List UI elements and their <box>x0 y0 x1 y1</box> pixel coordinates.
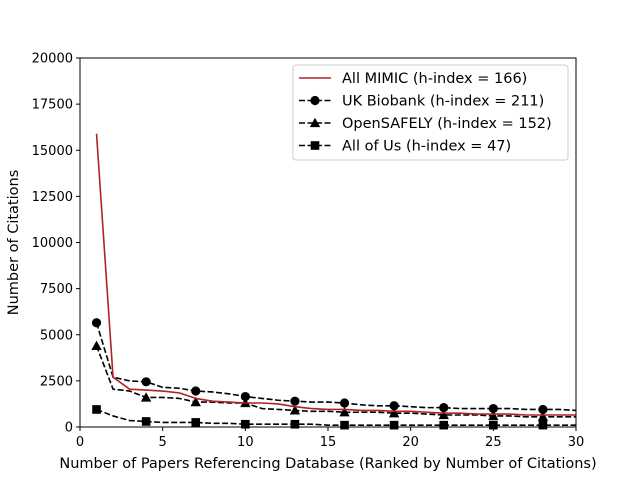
x-tick-label: 20 <box>402 435 419 450</box>
legend-marker-4 <box>310 141 320 150</box>
y-tick-label: 2500 <box>40 374 73 389</box>
series-3-point <box>438 409 449 420</box>
legend-label-3: OpenSAFELY (h-index = 152) <box>342 116 552 132</box>
y-axis-label: Number of Citations <box>6 170 22 316</box>
series-2-point <box>439 403 449 413</box>
series-3-point <box>339 407 350 417</box>
x-axis-label: Number of Papers Referencing Database (R… <box>59 456 596 472</box>
series-2-point <box>389 401 399 411</box>
axes-layer: 0 5 10 15 20 25 30 0 2500 5000 7500 10000 12500 15000… <box>32 52 585 451</box>
legend: All MIMIC (h-index = 166) UK Biobank (h-i… <box>292 64 569 161</box>
series-2-point <box>141 377 151 387</box>
legend-label-2: UK Biobank (h-index = 211) <box>342 94 544 110</box>
legend-marker-3 <box>309 117 321 128</box>
x-tick-label: 25 <box>485 435 502 450</box>
x-tick-label: 15 <box>320 435 337 450</box>
series-4-point <box>538 420 548 430</box>
series-4-point <box>340 420 349 430</box>
series-3-point <box>91 340 102 350</box>
series-4-point <box>141 417 151 426</box>
y-tick-label: 17500 <box>32 98 73 113</box>
series-2-point <box>339 398 350 408</box>
series-2-point <box>191 386 201 396</box>
legend-label-1: All MIMIC (h-index = 166) <box>342 71 527 87</box>
y-tick-label: 15000 <box>32 144 73 159</box>
series-line-1 <box>95 133 576 416</box>
series-4-point <box>389 420 399 430</box>
series-4-point <box>92 405 101 414</box>
series-3-point <box>140 392 152 402</box>
y-tick-label: 10000 <box>32 236 73 251</box>
series-line-3 <box>95 345 576 418</box>
series-4-point <box>191 418 201 427</box>
legend-box <box>292 64 569 161</box>
series-3-point <box>488 410 499 421</box>
series-2-point <box>488 403 498 414</box>
series-3-point <box>190 396 201 407</box>
y-tick-label: 12500 <box>32 190 73 205</box>
series-2-point <box>538 404 548 415</box>
series-4-point <box>439 420 449 430</box>
y-tick-label: 0 <box>65 421 73 436</box>
series-2-point <box>240 391 250 402</box>
y-tick-label: 5000 <box>40 328 73 343</box>
series-4-point <box>241 419 250 429</box>
series-3-point <box>388 407 400 418</box>
series-2-point <box>290 396 300 406</box>
series-3-point <box>289 405 301 415</box>
x-tick-label: 5 <box>159 435 167 450</box>
series-4-point <box>489 420 498 430</box>
legend-marker-2 <box>310 95 320 106</box>
y-tick-label: 20000 <box>32 52 73 67</box>
series-4-point <box>290 419 300 429</box>
x-tick-label: 30 <box>568 435 585 450</box>
series-2-point <box>91 318 102 328</box>
x-tick-label: 10 <box>237 435 254 450</box>
series-layer <box>91 133 577 430</box>
x-tick-label: 0 <box>76 435 84 450</box>
legend-label-4: All of Us (h-index = 47) <box>342 139 511 155</box>
y-tick-label: 7500 <box>40 282 73 297</box>
series-3-point <box>537 411 549 422</box>
